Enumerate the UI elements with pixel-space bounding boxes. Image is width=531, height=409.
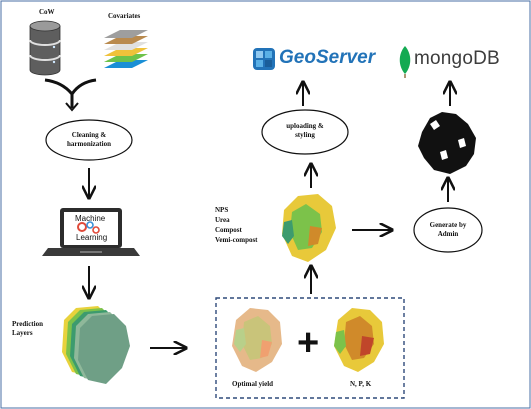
database-icon (29, 20, 61, 76)
prediction-layers-map (62, 306, 130, 384)
generated-map (418, 112, 476, 174)
fertilizer-label-urea: Urea (215, 216, 230, 224)
npk-map (334, 308, 384, 372)
geoserver-logo-icon (253, 48, 275, 70)
cleaning-label: Cleaning & harmonization (67, 131, 111, 148)
merge-connector (44, 78, 97, 108)
generate-node (413, 207, 483, 253)
prediction-label-line2: Layers (12, 329, 33, 337)
ml-label-line1: Machine (75, 214, 106, 223)
mongodb-leaf-icon (399, 46, 411, 78)
optimal-yield-map (232, 308, 282, 372)
merge-arrowhead (65, 102, 79, 112)
fertilizer-label-nps: NPS (215, 206, 229, 214)
cow-label: CoW (39, 8, 55, 16)
covariates-label: Covariates (108, 12, 141, 20)
generate-label: Generate by Admin (429, 221, 467, 238)
cleaning-node (45, 119, 133, 161)
gear-icon (77, 221, 100, 234)
fertilizer-label-vermi: Vemi-compost (215, 236, 258, 244)
uploading-label: uploading & styling (286, 122, 324, 139)
layers-stack-icon (104, 30, 148, 68)
prediction-label-line1: Prediction (12, 320, 43, 328)
optimal-box (215, 297, 405, 399)
mongodb-logo-text: mongoDB (414, 48, 500, 69)
plus-sign: + (297, 322, 320, 364)
geoserver-logo-text: GeoServer (279, 47, 376, 68)
ml-label-line2: Learning (76, 233, 108, 242)
fertilizer-label-compost: Compost (215, 226, 242, 234)
fertilizer-map (282, 194, 336, 262)
optimal-yield-label: Optimal yield (232, 380, 274, 388)
npk-label: N, P, K (350, 380, 372, 388)
uploading-node (261, 109, 349, 155)
